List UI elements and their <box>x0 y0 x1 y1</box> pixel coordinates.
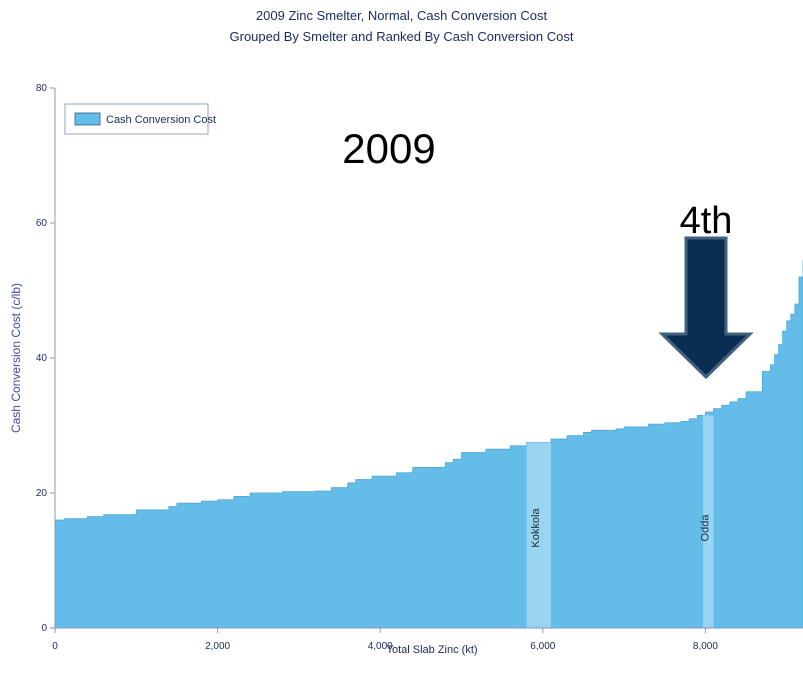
series-area <box>55 260 803 629</box>
rank-annotation: 4th <box>680 200 733 242</box>
y-axis-label: Cash Conversion Cost (c/lb) <box>9 283 23 433</box>
y-tick-label: 0 <box>41 623 47 634</box>
highlight-band <box>526 442 551 628</box>
chart-subtitle: Grouped By Smelter and Ranked By Cash Co… <box>229 29 574 44</box>
x-tick-label: 4,000 <box>368 641 393 652</box>
x-tick-label: 6,000 <box>530 641 555 652</box>
highlight-label: Odda <box>699 514 711 542</box>
highlight-band <box>702 415 714 628</box>
y-tick-label: 40 <box>36 353 48 364</box>
legend-swatch <box>74 112 101 126</box>
year-annotation: 2009 <box>342 125 435 172</box>
y-tick-label: 60 <box>36 218 48 229</box>
highlight-label: Kokkola <box>530 508 542 548</box>
x-axis-label: Total Slab Zinc (kt) <box>386 644 477 656</box>
y-tick-label: 80 <box>36 83 48 94</box>
legend-label: Cash Conversion Cost <box>106 114 216 126</box>
x-tick-label: 2,000 <box>205 641 230 652</box>
x-tick-label: 0 <box>52 641 58 652</box>
x-tick-label: 8,000 <box>693 641 718 652</box>
legend: Cash Conversion Cost <box>64 103 216 135</box>
down-arrow-icon <box>658 236 754 380</box>
y-tick-label: 20 <box>36 488 48 499</box>
chart-title: 2009 Zinc Smelter, Normal, Cash Conversi… <box>255 8 548 23</box>
